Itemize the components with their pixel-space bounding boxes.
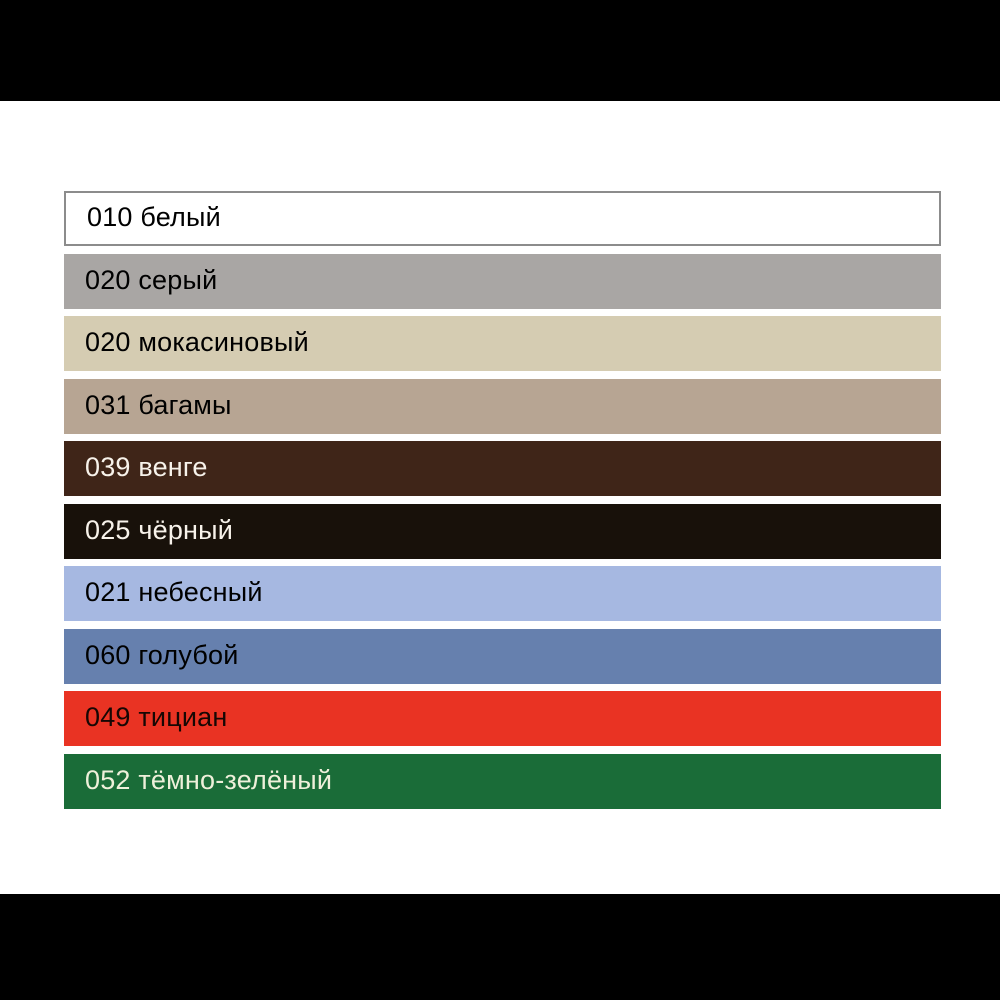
color-swatch-row: 021 небесный	[64, 566, 941, 621]
color-swatch-label: 025 чёрный	[85, 514, 234, 545]
bottom-letterbox-bar	[0, 894, 1000, 1000]
color-swatch-label: 049 тициан	[85, 702, 228, 732]
color-swatch-label: 052 тёмно-зелёный	[85, 764, 333, 795]
color-swatch-label: 020 мокасиновый	[85, 327, 309, 357]
top-letterbox-bar	[0, 0, 1000, 101]
color-swatch-row: 031 багамы	[64, 378, 941, 434]
color-swatch-label: 060 голубой	[85, 639, 239, 670]
color-swatch-label: 021 небесный	[85, 577, 263, 607]
color-swatch-label: 039 венге	[85, 452, 208, 482]
color-swatch-row: 020 мокасиновый	[64, 316, 941, 371]
color-swatch-row: 052 тёмно-зелёный	[64, 753, 941, 809]
color-swatch-row: 010 белый	[64, 191, 941, 246]
color-swatch-row: 039 венге	[64, 441, 941, 496]
color-swatch-row: 025 чёрный	[64, 503, 941, 559]
color-swatch-row: 060 голубой	[64, 628, 941, 684]
color-swatch-row: 020 серый	[64, 253, 941, 309]
color-swatch-row: 049 тициан	[64, 691, 941, 746]
color-swatch-label: 010 белый	[87, 202, 221, 232]
color-chart: 010 белый 020 серый 020 мокасиновый 031 баг…	[64, 191, 941, 809]
color-swatch-label: 031 багамы	[85, 389, 232, 420]
color-swatch-label: 020 серый	[85, 264, 218, 295]
